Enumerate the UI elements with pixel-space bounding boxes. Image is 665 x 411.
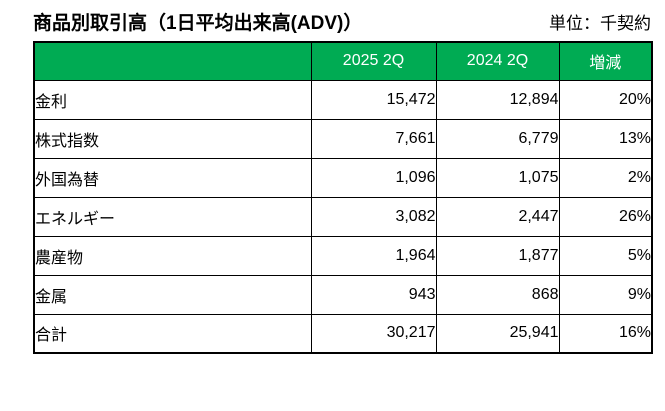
value-2024-2q: 6,779 [435,118,560,159]
value-2025-2q: 943 [310,274,437,315]
value-2024-2q: 2,447 [435,196,560,237]
row-label: 農産物 [33,235,312,276]
row-label: 外国為替 [33,157,312,198]
value-2025-2q: 7,661 [310,118,437,159]
value-2024-2q: 25,941 [435,313,560,354]
page-title: 商品別取引高（1日平均出来高(ADV)） [33,13,363,34]
header-change: 増減 [558,41,653,81]
value-2025-2q: 30,217 [310,313,437,354]
value-2025-2q: 3,082 [310,196,437,237]
value-change-pct: 16% [558,313,653,354]
table-header-row: 2025 2Q 2024 2Q 増減 [33,41,653,81]
title-bar: 商品別取引高（1日平均出来高(ADV)） 単位：千契約 [33,8,651,35]
table-row: 農産物 1,964 1,877 5% [33,235,653,276]
header-2025-2q: 2025 2Q [310,41,437,81]
table-row: エネルギー 3,082 2,447 26% [33,196,653,237]
row-label: 株式指数 [33,118,312,159]
row-label: エネルギー [33,196,312,237]
value-2024-2q: 1,877 [435,235,560,276]
header-product-column [33,41,312,81]
value-change-pct: 20% [558,79,653,120]
value-2025-2q: 15,472 [310,79,437,120]
row-label: 合計 [33,313,312,354]
adv-table: 2025 2Q 2024 2Q 増減 金利 15,472 12,894 20% 株式指数… [33,41,653,354]
value-2024-2q: 1,075 [435,157,560,198]
value-2025-2q: 1,096 [310,157,437,198]
table-row: 金属 943 868 9% [33,274,653,315]
value-change-pct: 5% [558,235,653,276]
value-2025-2q: 1,964 [310,235,437,276]
value-change-pct: 26% [558,196,653,237]
table-row: 金利 15,472 12,894 20% [33,79,653,120]
header-2024-2q: 2024 2Q [435,41,560,81]
value-change-pct: 2% [558,157,653,198]
table-row: 株式指数 7,661 6,779 13% [33,118,653,159]
value-2024-2q: 868 [435,274,560,315]
value-change-pct: 9% [558,274,653,315]
row-label: 金利 [33,79,312,120]
table-row: 外国為替 1,096 1,075 2% [33,157,653,198]
table-row: 合計 30,217 25,941 16% [33,313,653,354]
value-change-pct: 13% [558,118,653,159]
unit-label: 単位：千契約 [549,14,651,33]
row-label: 金属 [33,274,312,315]
value-2024-2q: 12,894 [435,79,560,120]
